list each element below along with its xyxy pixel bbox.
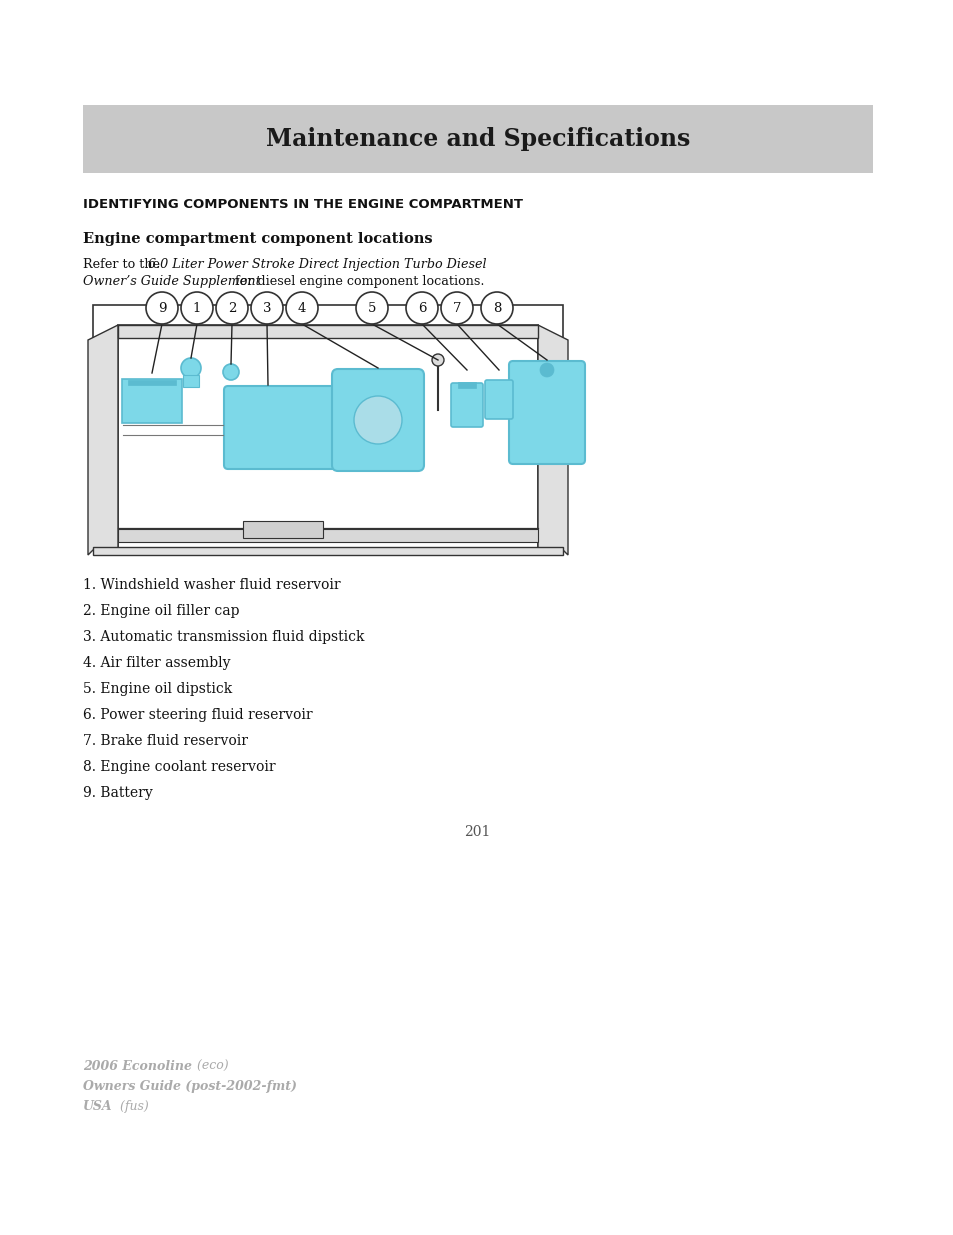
Text: 7: 7	[453, 301, 460, 315]
FancyBboxPatch shape	[451, 383, 482, 427]
Text: 7. Brake fluid reservoir: 7. Brake fluid reservoir	[83, 734, 248, 748]
Text: 6. Power steering fluid reservoir: 6. Power steering fluid reservoir	[83, 708, 313, 722]
Text: (fus): (fus)	[116, 1100, 149, 1113]
Circle shape	[355, 291, 388, 324]
Text: for diesel engine component locations.: for diesel engine component locations.	[231, 275, 484, 288]
FancyBboxPatch shape	[509, 361, 584, 464]
Circle shape	[440, 291, 473, 324]
Text: 3: 3	[262, 301, 271, 315]
Text: 2: 2	[228, 301, 236, 315]
Text: 2006 Econoline: 2006 Econoline	[83, 1060, 192, 1073]
Bar	[243, 521, 323, 538]
FancyBboxPatch shape	[122, 379, 182, 424]
Text: 6.0 Liter Power Stroke Direct Injection Turbo Diesel: 6.0 Liter Power Stroke Direct Injection …	[148, 258, 486, 270]
Circle shape	[223, 364, 239, 380]
Circle shape	[539, 363, 554, 377]
Text: 1: 1	[193, 301, 201, 315]
Circle shape	[215, 291, 248, 324]
Text: USA: USA	[83, 1100, 112, 1113]
Text: Refer to the: Refer to the	[83, 258, 164, 270]
Circle shape	[286, 291, 317, 324]
Polygon shape	[92, 305, 562, 550]
Text: IDENTIFYING COMPONENTS IN THE ENGINE COMPARTMENT: IDENTIFYING COMPONENTS IN THE ENGINE COM…	[83, 198, 522, 211]
Text: Owner’s Guide Supplement: Owner’s Guide Supplement	[83, 275, 260, 288]
Circle shape	[146, 291, 178, 324]
Text: 8. Engine coolant reservoir: 8. Engine coolant reservoir	[83, 760, 275, 774]
Text: 5: 5	[368, 301, 375, 315]
FancyBboxPatch shape	[224, 387, 416, 469]
FancyBboxPatch shape	[484, 380, 513, 419]
Bar	[83, 310, 573, 559]
Text: 8: 8	[493, 301, 500, 315]
Bar	[118, 325, 537, 338]
Circle shape	[480, 291, 513, 324]
Bar	[118, 529, 537, 542]
Text: (eco): (eco)	[193, 1060, 229, 1073]
Text: Owners Guide (post-2002-fmt): Owners Guide (post-2002-fmt)	[83, 1079, 296, 1093]
Bar	[92, 547, 562, 555]
Text: 2. Engine oil filler cap: 2. Engine oil filler cap	[83, 604, 239, 618]
Text: 4: 4	[297, 301, 306, 315]
Text: Engine compartment component locations: Engine compartment component locations	[83, 232, 432, 246]
Text: 9: 9	[157, 301, 166, 315]
FancyBboxPatch shape	[183, 375, 199, 387]
Circle shape	[354, 396, 401, 445]
Text: 4. Air filter assembly: 4. Air filter assembly	[83, 656, 231, 671]
Circle shape	[181, 358, 201, 378]
Circle shape	[251, 291, 283, 324]
Circle shape	[406, 291, 437, 324]
Circle shape	[181, 291, 213, 324]
Polygon shape	[88, 325, 118, 555]
Bar	[83, 105, 872, 173]
Polygon shape	[537, 325, 567, 555]
Text: 9. Battery: 9. Battery	[83, 785, 152, 800]
Text: 5. Engine oil dipstick: 5. Engine oil dipstick	[83, 682, 232, 697]
Text: 6: 6	[417, 301, 426, 315]
Text: Maintenance and Specifications: Maintenance and Specifications	[266, 127, 689, 151]
Circle shape	[432, 354, 443, 366]
Text: 1. Windshield washer fluid reservoir: 1. Windshield washer fluid reservoir	[83, 578, 340, 592]
Text: 3. Automatic transmission fluid dipstick: 3. Automatic transmission fluid dipstick	[83, 630, 364, 643]
FancyBboxPatch shape	[332, 369, 423, 471]
Text: 201: 201	[463, 825, 490, 839]
Bar	[128, 380, 175, 385]
Bar	[457, 382, 476, 388]
